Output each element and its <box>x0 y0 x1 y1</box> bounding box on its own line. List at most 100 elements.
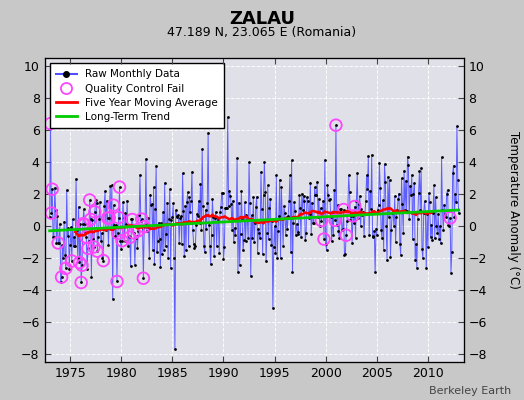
Point <box>220 244 228 251</box>
Point <box>260 159 269 165</box>
Point <box>394 196 402 202</box>
Point <box>108 296 117 302</box>
Point <box>405 216 413 222</box>
Point <box>47 210 56 216</box>
Point <box>271 250 280 256</box>
Point <box>48 186 57 192</box>
Point <box>202 226 211 232</box>
Point <box>99 258 107 264</box>
Point <box>243 216 252 223</box>
Point <box>114 230 122 236</box>
Point <box>266 195 275 202</box>
Point <box>178 170 187 176</box>
Point <box>398 201 407 207</box>
Point <box>82 234 91 240</box>
Point <box>344 172 353 179</box>
Point <box>237 188 246 195</box>
Point <box>371 269 379 275</box>
Point <box>380 161 389 167</box>
Point <box>420 210 428 216</box>
Point <box>112 222 121 228</box>
Point <box>103 215 112 221</box>
Point <box>317 217 325 224</box>
Point <box>451 191 460 198</box>
Point <box>103 198 111 204</box>
Point <box>296 205 304 212</box>
Point <box>208 196 216 202</box>
Point <box>333 222 341 228</box>
Point <box>435 236 443 242</box>
Point <box>121 210 129 216</box>
Point <box>200 243 208 250</box>
Point <box>111 232 119 239</box>
Point <box>119 199 127 205</box>
Point <box>132 235 140 241</box>
Point <box>163 200 171 206</box>
Point <box>285 198 293 204</box>
Point <box>454 210 463 217</box>
Point <box>386 177 394 183</box>
Point <box>113 278 121 285</box>
Point <box>268 218 276 224</box>
Point <box>223 204 231 211</box>
Point <box>130 230 138 236</box>
Point <box>442 214 450 220</box>
Point <box>427 222 435 228</box>
Point <box>135 212 143 218</box>
Point <box>127 215 136 222</box>
Point <box>432 222 441 229</box>
Point <box>156 236 164 242</box>
Point <box>373 232 381 238</box>
Point <box>386 254 395 260</box>
Point <box>193 211 201 217</box>
Point <box>417 164 425 171</box>
Point <box>286 172 294 179</box>
Point <box>300 198 309 204</box>
Point <box>86 216 95 222</box>
Point <box>137 218 145 225</box>
Point <box>382 223 390 230</box>
Point <box>438 154 446 161</box>
Point <box>433 230 442 236</box>
Point <box>230 239 238 246</box>
Point <box>325 196 333 203</box>
Point <box>140 224 148 230</box>
Point <box>170 255 178 261</box>
Point <box>79 220 87 227</box>
Point <box>107 226 115 232</box>
Point <box>449 170 457 176</box>
Point <box>150 260 159 267</box>
Point <box>407 192 415 198</box>
Point <box>281 210 289 217</box>
Point <box>69 243 78 249</box>
Point <box>171 346 179 352</box>
Point <box>335 235 344 242</box>
Text: 47.189 N, 23.065 E (Romania): 47.189 N, 23.065 E (Romania) <box>168 26 356 39</box>
Point <box>62 265 70 272</box>
Point <box>152 163 160 169</box>
Point <box>210 253 219 260</box>
Point <box>369 234 378 240</box>
Point <box>270 223 279 230</box>
Point <box>311 192 320 198</box>
Point <box>133 232 141 239</box>
Point <box>88 217 96 223</box>
Point <box>184 243 193 249</box>
Point <box>329 232 337 238</box>
Point <box>52 240 61 246</box>
Point <box>182 247 190 254</box>
Point <box>363 185 372 192</box>
Point <box>54 240 62 246</box>
Point <box>359 209 367 215</box>
Point <box>213 215 222 221</box>
Point <box>126 234 134 240</box>
Point <box>362 198 370 204</box>
Point <box>85 197 94 203</box>
Point <box>378 235 386 242</box>
Point <box>196 180 205 187</box>
Point <box>321 157 329 163</box>
Point <box>434 211 442 217</box>
Point <box>55 240 63 246</box>
Point <box>314 213 322 220</box>
Point <box>423 211 431 217</box>
